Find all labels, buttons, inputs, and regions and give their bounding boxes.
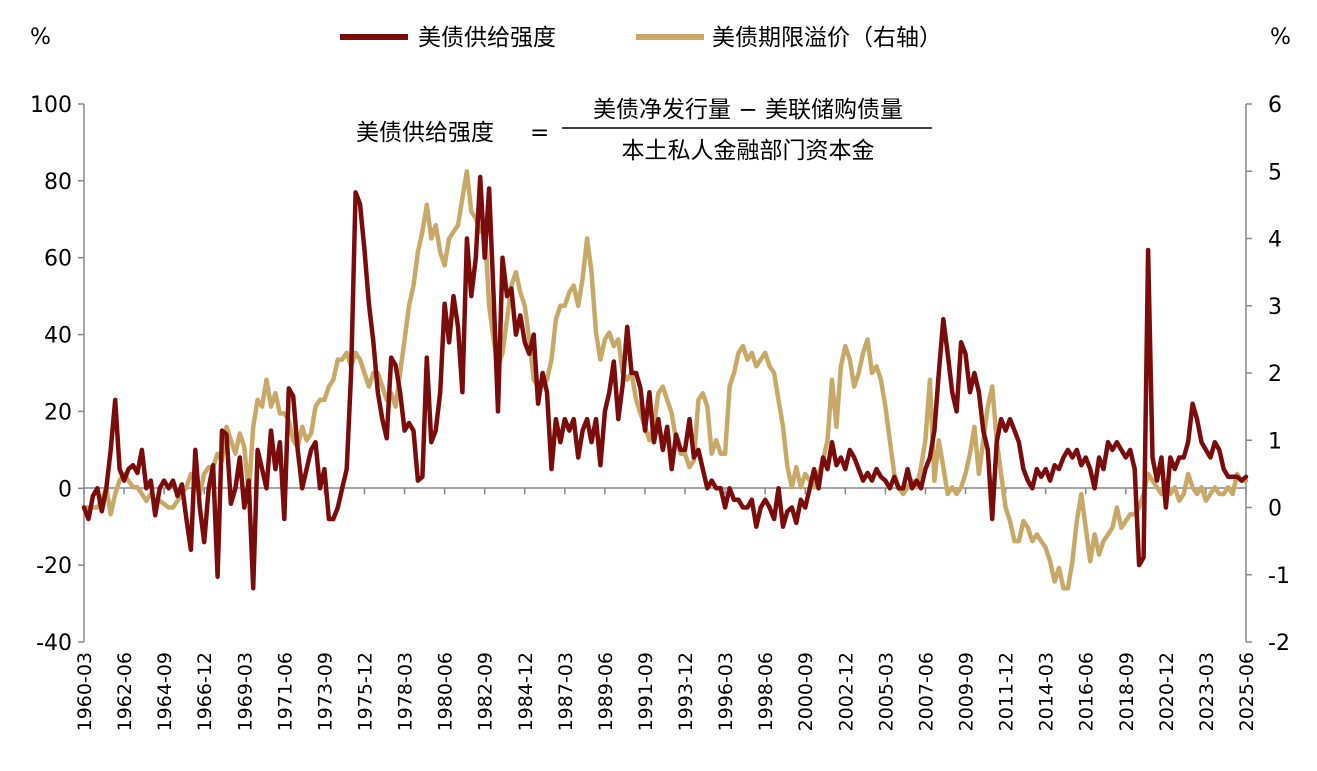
series-layer [81,169,1249,591]
x-tick-label: 2005-03 [875,652,897,731]
x-axis-ticks: 1960-03 1962-06 1964-09 1966-12 1969-03 1971-… [74,488,1258,731]
x-tick-label: 2016-06 [1076,652,1098,731]
left-tick-label: 20 [44,400,72,425]
left-tick-label: 40 [44,324,72,349]
x-tick-label: 1964-09 [154,652,176,731]
x-tick-label: 1989-06 [595,652,617,731]
formula-lhs: 美债供给强度 [356,120,494,146]
right-tick-label: 1 [1268,429,1282,454]
x-tick-label: 2018-09 [1116,652,1138,731]
x-tick-label: 1969-03 [234,652,256,731]
x-tick-label: 1991-09 [635,652,657,731]
x-tick-label: 2007-06 [915,652,937,731]
right-tick-label: 6 [1268,93,1282,118]
left-axis-ticks: 100 80 60 40 20 0 -20 -40 [30,93,84,656]
right-axis-ticks: 6 5 4 3 2 1 0 -1 -2 [1246,93,1290,656]
x-tick-label: 2025-06 [1236,652,1258,731]
left-tick-label: 80 [44,170,72,195]
left-axis-unit: % [30,25,51,50]
x-tick-label: 1962-06 [114,652,136,731]
x-tick-label: 1987-03 [555,652,577,731]
left-tick-label: 0 [58,477,72,502]
series-line-term-premium [81,169,1249,591]
formula-equals: = [530,120,549,146]
legend-label-term-premium: 美债期限溢价（右轴） [712,25,942,51]
legend: 美债供给强度 美债期限溢价（右轴） [340,25,942,51]
x-tick-label: 2014-03 [1036,652,1058,731]
formula-annotation: 美债供给强度 = 美债净发行量 − 美联储购债量 本土私人金融部门资本金 [356,97,932,164]
x-tick-label: 1973-09 [314,652,336,731]
x-tick-label: 1975-12 [354,652,376,731]
legend-label-supply-intensity: 美债供给强度 [418,25,556,51]
formula-numerator: 美债净发行量 − 美联储购债量 [593,97,903,123]
x-tick-label: 1984-12 [515,652,537,731]
right-tick-label: 0 [1268,497,1282,522]
x-tick-label: 1996-03 [715,652,737,731]
x-tick-label: 2000-09 [795,652,817,731]
x-tick-label: 1982-09 [475,652,497,731]
x-tick-label: 1971-06 [274,652,296,731]
left-tick-label: -40 [36,631,72,656]
right-tick-label: 4 [1268,228,1282,253]
x-tick-label: 2020-12 [1156,652,1178,731]
x-tick-label: 2009-09 [956,652,978,731]
x-tick-label: 1960-03 [74,652,96,731]
x-tick-label: 2023-03 [1196,652,1218,731]
x-tick-label: 1978-03 [395,652,417,731]
left-tick-label: 60 [44,247,72,272]
left-tick-label: -20 [36,554,72,579]
right-axis-unit: % [1270,25,1291,50]
x-tick-label: 1980-06 [435,652,457,731]
x-tick-label: 2011-12 [996,652,1018,731]
x-tick-label: 2002-12 [835,652,857,731]
right-tick-label: 2 [1268,362,1282,387]
x-tick-label: 1993-12 [675,652,697,731]
right-tick-label: -1 [1268,564,1290,589]
left-tick-label: 100 [30,93,72,118]
x-tick-label: 1998-06 [755,652,777,731]
formula-denominator: 本土私人金融部门资本金 [622,138,875,164]
right-tick-label: 3 [1268,295,1282,320]
x-tick-label: 1966-12 [194,652,216,731]
right-tick-label: -2 [1268,631,1290,656]
series-line-supply-intensity [81,174,1249,591]
right-tick-label: 5 [1268,160,1282,185]
